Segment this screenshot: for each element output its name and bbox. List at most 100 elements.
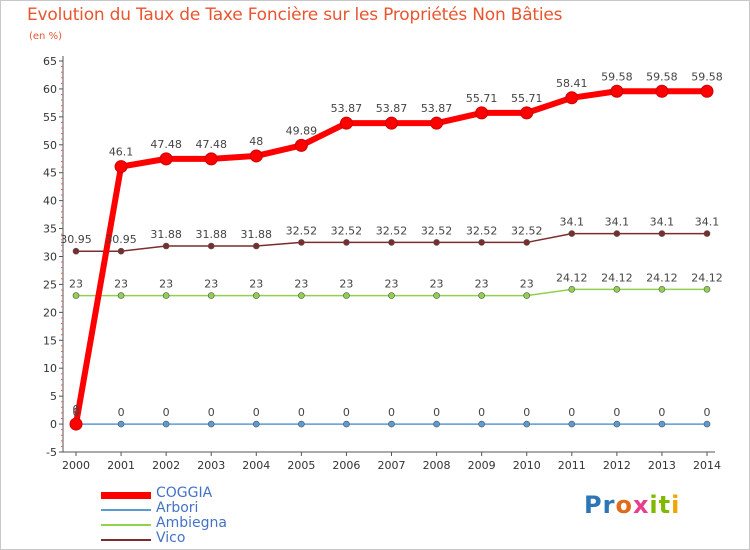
data-label: 34.1 [560, 216, 585, 229]
data-label: 59.58 [646, 70, 678, 83]
x-tick-label: 2003 [197, 459, 225, 472]
logo-letter: i [649, 491, 659, 519]
data-label: 23 [69, 278, 83, 291]
data-point [613, 230, 621, 237]
x-tick-label: 2004 [242, 459, 270, 472]
data-point [703, 420, 711, 428]
data-label: 48 [249, 135, 263, 148]
logo-letter: t [658, 491, 672, 519]
x-tick-label: 2014 [693, 459, 721, 472]
y-tick-label: 40 [43, 195, 57, 208]
data-point [249, 149, 263, 163]
data-label: 31.88 [150, 228, 182, 241]
data-label: 58.41 [556, 77, 588, 90]
logo-letter: r [602, 491, 616, 519]
y-tick-label: 25 [43, 278, 57, 291]
data-label: 0 [118, 406, 125, 419]
data-point [523, 420, 531, 428]
data-point [162, 242, 170, 250]
data-point [433, 292, 440, 299]
data-point [72, 247, 80, 255]
legend-swatch [101, 524, 151, 526]
data-label: 0 [613, 406, 620, 419]
data-label: 0 [568, 406, 575, 419]
legend-item: Vico [101, 530, 301, 548]
data-label: 53.87 [331, 102, 363, 115]
legend-item: Arbori [101, 500, 301, 518]
legend-label: Vico [156, 530, 186, 546]
y-tick-label: 55 [43, 111, 57, 124]
data-point [478, 292, 485, 299]
data-label: 24.12 [601, 271, 633, 284]
y-tick-label: 60 [43, 83, 57, 96]
y-tick-label: 30 [43, 251, 57, 264]
data-point [72, 292, 80, 299]
data-point [655, 84, 669, 98]
x-tick-label: 2012 [603, 459, 631, 472]
legend-label: Arbori [156, 500, 199, 516]
data-point [478, 420, 485, 428]
data-point [252, 420, 260, 428]
x-tick-label: 2007 [378, 459, 406, 472]
data-label: 31.88 [195, 228, 227, 241]
data-label: 23 [430, 278, 444, 291]
data-label: 24.12 [691, 271, 723, 284]
data-label: 30.95 [60, 233, 92, 246]
legend-swatch [101, 539, 151, 541]
data-point [252, 242, 260, 250]
x-tick-label: 2010 [513, 459, 541, 472]
data-label: 0 [478, 406, 485, 419]
data-point [294, 138, 308, 152]
logo-letter: i [671, 491, 681, 519]
data-point [388, 420, 395, 428]
data-label: 34.1 [695, 216, 720, 229]
data-label: 0 [343, 406, 350, 419]
data-label: 32.52 [331, 224, 363, 237]
data-label: 23 [204, 278, 218, 291]
data-label: 23 [475, 278, 489, 291]
data-point [114, 160, 128, 174]
data-point [430, 116, 444, 130]
data-label: 46.1 [109, 146, 134, 159]
chart-title: Evolution du Taux de Taxe Foncière sur l… [27, 5, 563, 25]
data-label: 49.89 [286, 124, 318, 137]
data-label: 0 [73, 403, 80, 416]
chart-unit-label: (en %) [29, 31, 62, 42]
data-label: 0 [388, 406, 395, 419]
data-point [388, 292, 395, 299]
x-tick-label: 2013 [648, 459, 676, 472]
legend-item: Ambiegna [101, 515, 301, 533]
data-label: 53.87 [421, 102, 453, 115]
data-point [117, 247, 125, 255]
proxiti-logo: Proxiti [584, 491, 680, 519]
data-label: 47.48 [150, 138, 182, 151]
legend-item: COGGIA [101, 485, 301, 503]
y-tick-label: 50 [43, 139, 57, 152]
data-point [568, 286, 576, 293]
legend: COGGIA Arbori Ambiegna Vico [101, 485, 301, 548]
data-label: 0 [704, 406, 711, 419]
data-point [159, 152, 173, 166]
data-label: 0 [73, 406, 80, 419]
x-tick-label: 2001 [107, 459, 135, 472]
data-point [162, 292, 170, 299]
data-point [700, 84, 714, 98]
data-point [475, 106, 489, 120]
x-tick-label: 2008 [423, 459, 451, 472]
data-point [433, 420, 440, 428]
data-label: 0 [658, 406, 665, 419]
data-point [339, 116, 353, 130]
data-label: 0 [433, 406, 440, 419]
data-label: 30.95 [105, 233, 137, 246]
data-label: 24.12 [556, 271, 588, 284]
data-point [298, 292, 305, 299]
data-point [433, 239, 440, 246]
data-label: 23 [159, 278, 173, 291]
data-point [658, 286, 666, 293]
y-tick-label: 35 [43, 223, 57, 236]
x-tick-label: 2011 [558, 459, 586, 472]
y-tick-label: 20 [43, 306, 57, 319]
data-point [298, 239, 305, 246]
data-label: 32.52 [286, 224, 318, 237]
data-point [207, 292, 215, 299]
